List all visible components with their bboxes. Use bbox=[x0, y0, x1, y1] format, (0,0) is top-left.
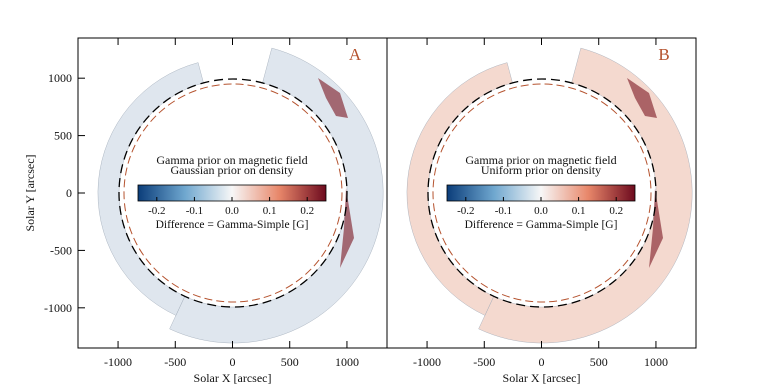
colorbar-tick-label: 0.2 bbox=[300, 205, 314, 217]
y-tick-label: 0 bbox=[66, 186, 72, 200]
x-tick-label: 500 bbox=[590, 355, 608, 369]
colorbar-label: Difference = Gamma-Simple [G] bbox=[465, 219, 618, 231]
annotation: Gamma prior on magnetic field bbox=[156, 153, 307, 167]
x-tick-label: -1000 bbox=[413, 355, 441, 369]
colorbar-tick-label: 0.0 bbox=[225, 205, 239, 217]
annotation: Gamma prior on magnetic field bbox=[465, 153, 616, 167]
y-tick-label: 500 bbox=[54, 129, 72, 143]
colorbar-tick-label: 0.1 bbox=[572, 205, 586, 217]
x-tick-label: 1000 bbox=[644, 355, 668, 369]
corona-map bbox=[406, 62, 513, 316]
annotation: Uniform prior on density bbox=[481, 163, 601, 177]
limb-circle bbox=[427, 78, 657, 308]
panel-label: A bbox=[349, 45, 362, 64]
limb-circle bbox=[432, 83, 652, 303]
x-tick-label: -1000 bbox=[104, 355, 132, 369]
x-tick-label: -500 bbox=[473, 355, 495, 369]
limb-circle bbox=[123, 83, 343, 303]
y-tick-label: 1000 bbox=[48, 71, 72, 85]
colorbar-tick-label: -0.1 bbox=[495, 205, 512, 217]
colorbar-tick-label: 0.1 bbox=[263, 205, 277, 217]
corona-map bbox=[97, 62, 204, 316]
corona-map bbox=[627, 78, 663, 268]
x-tick-label: 1000 bbox=[335, 355, 359, 369]
annotation: Gaussian prior on density bbox=[171, 163, 294, 177]
panel: -1000 -500 0 500 1000 Solar X [arcsec] B Gamma … bbox=[386, 37, 697, 385]
colorbar-tick-label: 0.2 bbox=[609, 205, 623, 217]
panel-label: B bbox=[658, 45, 669, 64]
x-tick-label: 0 bbox=[539, 355, 545, 369]
x-tick-label: 0 bbox=[230, 355, 236, 369]
x-axis-label: Solar X [arcsec] bbox=[503, 371, 581, 385]
colorbar-label: Difference = Gamma-Simple [G] bbox=[156, 219, 309, 231]
x-tick-label: 500 bbox=[281, 355, 299, 369]
x-tick-label: -500 bbox=[164, 355, 186, 369]
limb-circle bbox=[118, 78, 348, 308]
colorbar-tick-label: 0.0 bbox=[534, 205, 548, 217]
panel: -1000 -500 0 500 1000 -1000 -500 0 500 1000 Solar … bbox=[23, 37, 388, 385]
y-axis-label: Solar Y [arcsec] bbox=[23, 154, 37, 231]
y-tick-label: -1000 bbox=[44, 301, 72, 315]
x-axis-label: Solar X [arcsec] bbox=[194, 371, 272, 385]
colorbar-tick-label: -0.1 bbox=[186, 205, 203, 217]
colorbar-tick-label: -0.2 bbox=[457, 205, 474, 217]
corona-map bbox=[318, 78, 354, 268]
y-tick-label: -500 bbox=[50, 243, 72, 257]
colorbar-tick-label: -0.2 bbox=[148, 205, 165, 217]
